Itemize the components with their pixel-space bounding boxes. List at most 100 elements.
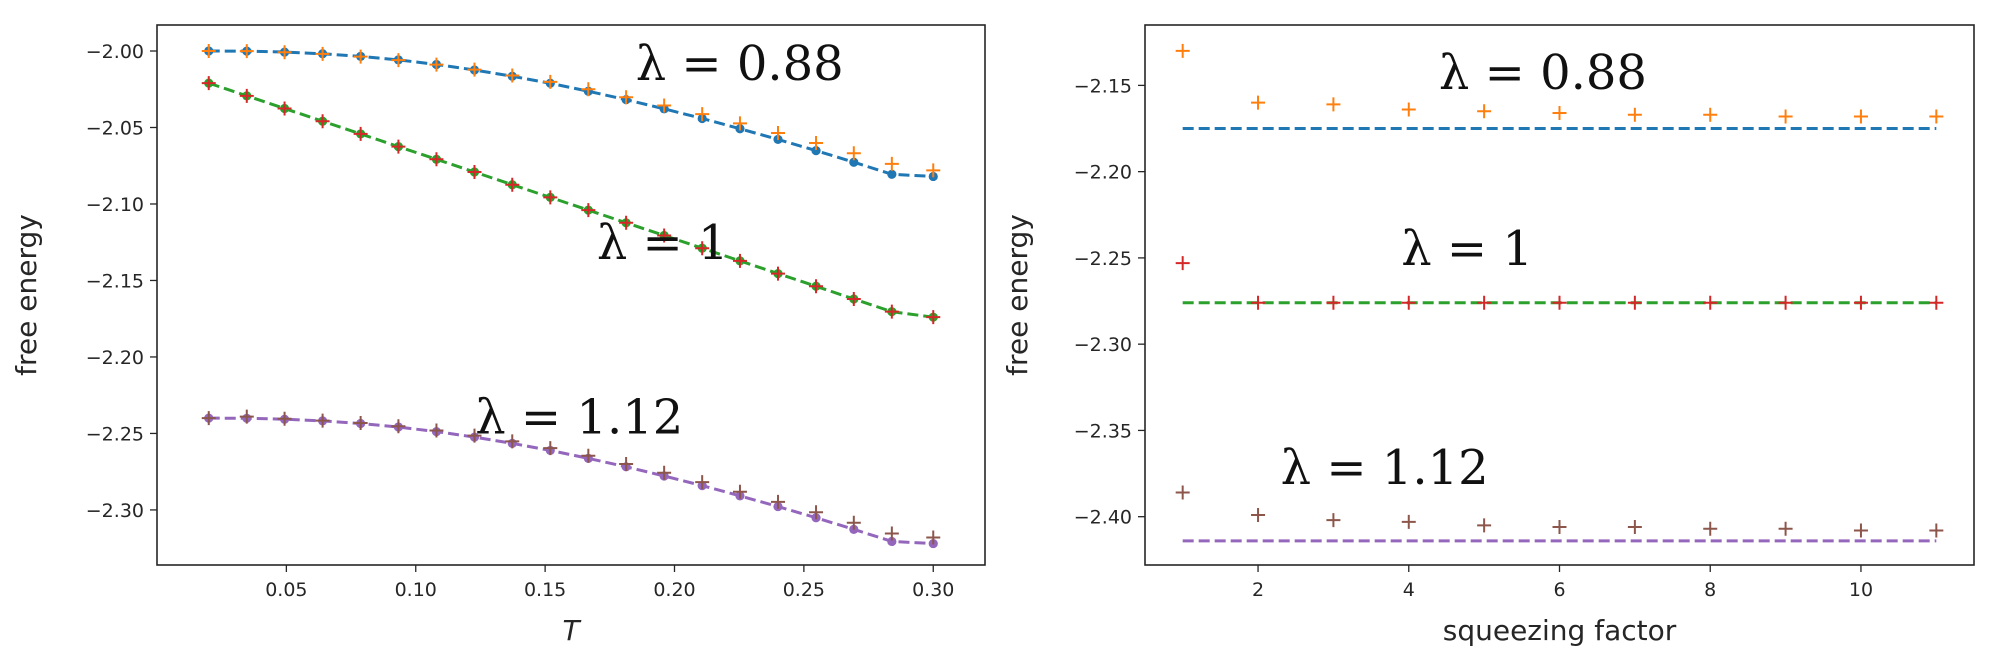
plus-marker: [543, 441, 558, 456]
plus-marker: [695, 107, 710, 122]
plus-marker: [239, 88, 254, 103]
plus-marker: [1778, 109, 1793, 124]
plus-marker: [619, 457, 634, 472]
plus-marker: [1929, 295, 1944, 310]
y-tick-label: −2.20: [86, 347, 144, 369]
plus-marker: [581, 82, 596, 97]
y-axis-label: free energy: [10, 214, 43, 376]
plus-marker: [1251, 507, 1266, 522]
y-tick-label: −2.15: [1074, 75, 1132, 97]
plus-marker: [846, 146, 861, 161]
plus-marker: [1401, 102, 1416, 117]
plus-marker: [1552, 105, 1567, 120]
plus-marker: [1175, 485, 1190, 500]
plus-marker: [201, 411, 216, 426]
plus-marker: [1401, 295, 1416, 310]
plus-marker: [1552, 520, 1567, 535]
plus-marker: [771, 266, 785, 281]
plus-marker: [619, 215, 634, 230]
plus-marker: [695, 475, 710, 490]
plus-marker: [1627, 107, 1642, 122]
plus-marker: [809, 279, 824, 294]
x-tick-label: 0.30: [912, 579, 954, 601]
x-tick-label: 10: [1849, 579, 1873, 601]
plus-marker: [809, 135, 824, 150]
plus-marker: [315, 46, 330, 61]
plus-marker: [1326, 513, 1341, 528]
plus-marker: [1627, 520, 1642, 535]
lambda-annotation: λ = 1.12: [475, 389, 683, 445]
left-chart-panel: 0.05 0.10 0.15 0.20 0.25 0.30 −2.00 −2.05 −2.10 −…: [10, 24, 986, 647]
plus-marker: [1703, 521, 1718, 536]
plus-marker: [1853, 523, 1868, 538]
data-point: [849, 157, 859, 167]
plus-marker: [1477, 518, 1492, 533]
plus-marker: [505, 68, 520, 83]
plus-marker: [1175, 256, 1190, 271]
plus-marker: [1326, 295, 1341, 310]
plus-marker: [505, 177, 520, 192]
y-tick-label: −2.10: [86, 194, 144, 216]
plus-marker: [505, 434, 520, 449]
y-tick-label: −2.30: [86, 500, 144, 522]
plus-marker: [884, 526, 899, 541]
plus-marker: [1703, 295, 1718, 310]
plus-marker: [353, 416, 368, 431]
plot-frame: [156, 24, 986, 566]
plus-marker: [1477, 104, 1492, 119]
plus-marker: [809, 505, 824, 520]
lambda-annotation: λ = 1: [597, 215, 729, 271]
y-tick-label: −2.05: [86, 117, 144, 139]
plus-marker: [926, 310, 941, 325]
plus-marker: [277, 45, 292, 60]
plus-marker: [771, 494, 785, 509]
right-chart-panel: 2 4 6 8 10 −2.15 −2.20 −2.25 −2.30 −2.35 −2.40 sque…: [1001, 24, 1975, 647]
lambda-annotation: λ = 1: [1401, 221, 1533, 277]
plus-marker: [1703, 107, 1718, 122]
x-tick-label: 6: [1553, 579, 1565, 601]
x-axis-label: T: [562, 614, 581, 647]
plus-marker: [543, 74, 558, 89]
plus-marker: [1175, 43, 1190, 58]
plus-marker: [1251, 295, 1266, 310]
data-point: [887, 169, 897, 179]
plus-marker: [543, 190, 558, 205]
plus-marker: [695, 241, 710, 256]
plus-marker: [315, 114, 330, 129]
plus-marker: [467, 62, 482, 77]
plus-marker: [353, 126, 368, 141]
plus-marker: [277, 411, 292, 426]
plus-marker: [239, 409, 254, 424]
plus-marker: [884, 156, 899, 171]
plus-marker: [657, 98, 672, 113]
lambda-annotation: λ = 1.12: [1281, 440, 1489, 496]
plus-marker: [201, 44, 216, 59]
plus-marker: [1477, 295, 1492, 310]
plot-frame: [1144, 24, 1975, 566]
plus-marker: [657, 465, 672, 480]
plus-marker: [771, 126, 785, 140]
plus-marker: [1929, 109, 1944, 124]
plus-marker: [846, 515, 861, 530]
plus-marker: [315, 413, 330, 428]
y-tick-label: −2.40: [1074, 507, 1132, 529]
y-axis-label: free energy: [1001, 214, 1034, 376]
plus-marker: [353, 49, 368, 64]
series-line: [208, 81, 934, 319]
plus-marker: [201, 76, 216, 91]
y-tick-label: −2.20: [1074, 162, 1132, 184]
plus-marker: [1778, 521, 1793, 536]
lambda-annotation: λ = 0.88: [636, 36, 844, 92]
plus-marker: [657, 228, 672, 243]
plus-marker: [429, 423, 444, 438]
y-tick-label: −2.15: [86, 270, 144, 292]
plus-marker: [277, 101, 292, 116]
plus-marker: [391, 139, 406, 154]
x-tick-label: 0.05: [265, 579, 307, 601]
plus-marker: [1326, 97, 1341, 112]
x-tick-label: 4: [1403, 579, 1415, 601]
plus-marker: [846, 291, 861, 306]
plus-marker: [732, 253, 747, 268]
plus-marker: [1627, 295, 1642, 310]
